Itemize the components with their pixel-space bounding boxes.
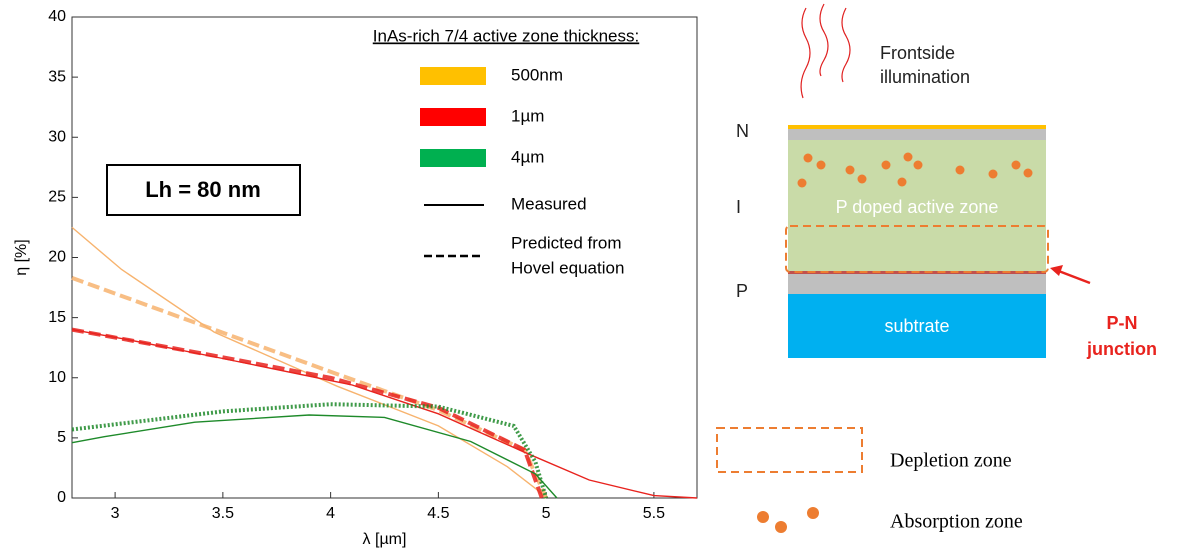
legend-swatch	[420, 108, 486, 126]
legend-absorption-swatch	[757, 507, 819, 533]
y-tick-label: 10	[48, 369, 66, 386]
substrate	[788, 294, 1046, 358]
depletion-zone	[785, 225, 1049, 273]
contact	[788, 125, 1046, 129]
diagram: Frontside illumination N I P P doped act…	[716, 3, 1157, 533]
y-tick-label: 5	[57, 429, 66, 446]
illumination-label: Frontside	[880, 43, 955, 63]
substrate-label: subtrate	[884, 316, 949, 336]
absorption-dots	[797, 152, 1033, 188]
active-zone-label: P doped active zone	[836, 197, 999, 217]
illumination-label: illumination	[880, 67, 970, 87]
annotation: Lh = 80 nm	[145, 177, 261, 202]
legend-label: 4µm	[511, 147, 544, 166]
y-tick-label: 30	[48, 128, 66, 145]
measured-line	[71, 226, 547, 499]
layer-label: N	[736, 121, 749, 141]
legend-label: 1µm	[511, 106, 544, 125]
x-tick-label: 3.5	[212, 505, 234, 522]
legend-label: Measured	[511, 194, 587, 213]
junction-arrow	[1055, 268, 1091, 285]
y-tick-label: 0	[57, 489, 66, 506]
arrow-head	[1050, 265, 1063, 276]
p-layer	[788, 274, 1046, 294]
y-tick-label: 20	[48, 249, 66, 266]
legend-swatch	[420, 67, 486, 85]
y-tick-label: 40	[48, 8, 66, 25]
predicted-line	[71, 402, 549, 499]
legend-title: InAs-rich 7/4 active zone thickness:	[373, 26, 639, 45]
junction-label: junction	[1086, 339, 1157, 359]
legend-label: Depletion zone	[890, 450, 1012, 472]
light-ray	[800, 7, 811, 99]
legend-label: Hovel equation	[511, 258, 624, 277]
light-ray	[841, 7, 851, 83]
x-tick-label: 5	[542, 505, 551, 522]
layer-label: I	[736, 197, 741, 217]
legend-swatch	[420, 149, 486, 167]
measured-line	[71, 328, 698, 499]
y-axis-label: η [%]	[13, 239, 30, 275]
layer-label: P	[736, 281, 748, 301]
legend-label: Absorption zone	[890, 511, 1023, 533]
predicted-line	[71, 276, 548, 499]
x-axis-label: λ [µm]	[363, 531, 407, 548]
x-tick-label: 4.5	[427, 505, 449, 522]
x-tick-label: 4	[326, 505, 335, 522]
x-tick-label: 3	[111, 505, 120, 522]
legend-label: 500nm	[511, 65, 563, 84]
junction-label: P-N	[1107, 313, 1138, 333]
predicted-line	[71, 327, 544, 499]
legend-label: Predicted from	[511, 233, 622, 252]
annotation-box	[106, 164, 301, 216]
light-ray	[819, 3, 829, 77]
x-tick-label: 5.5	[643, 505, 665, 522]
n-layer	[788, 128, 1046, 140]
y-tick-label: 25	[48, 189, 66, 206]
legend-depletion-swatch	[716, 427, 863, 473]
measured-line	[71, 414, 558, 499]
y-tick-label: 35	[48, 68, 66, 85]
y-tick-label: 15	[48, 309, 66, 326]
